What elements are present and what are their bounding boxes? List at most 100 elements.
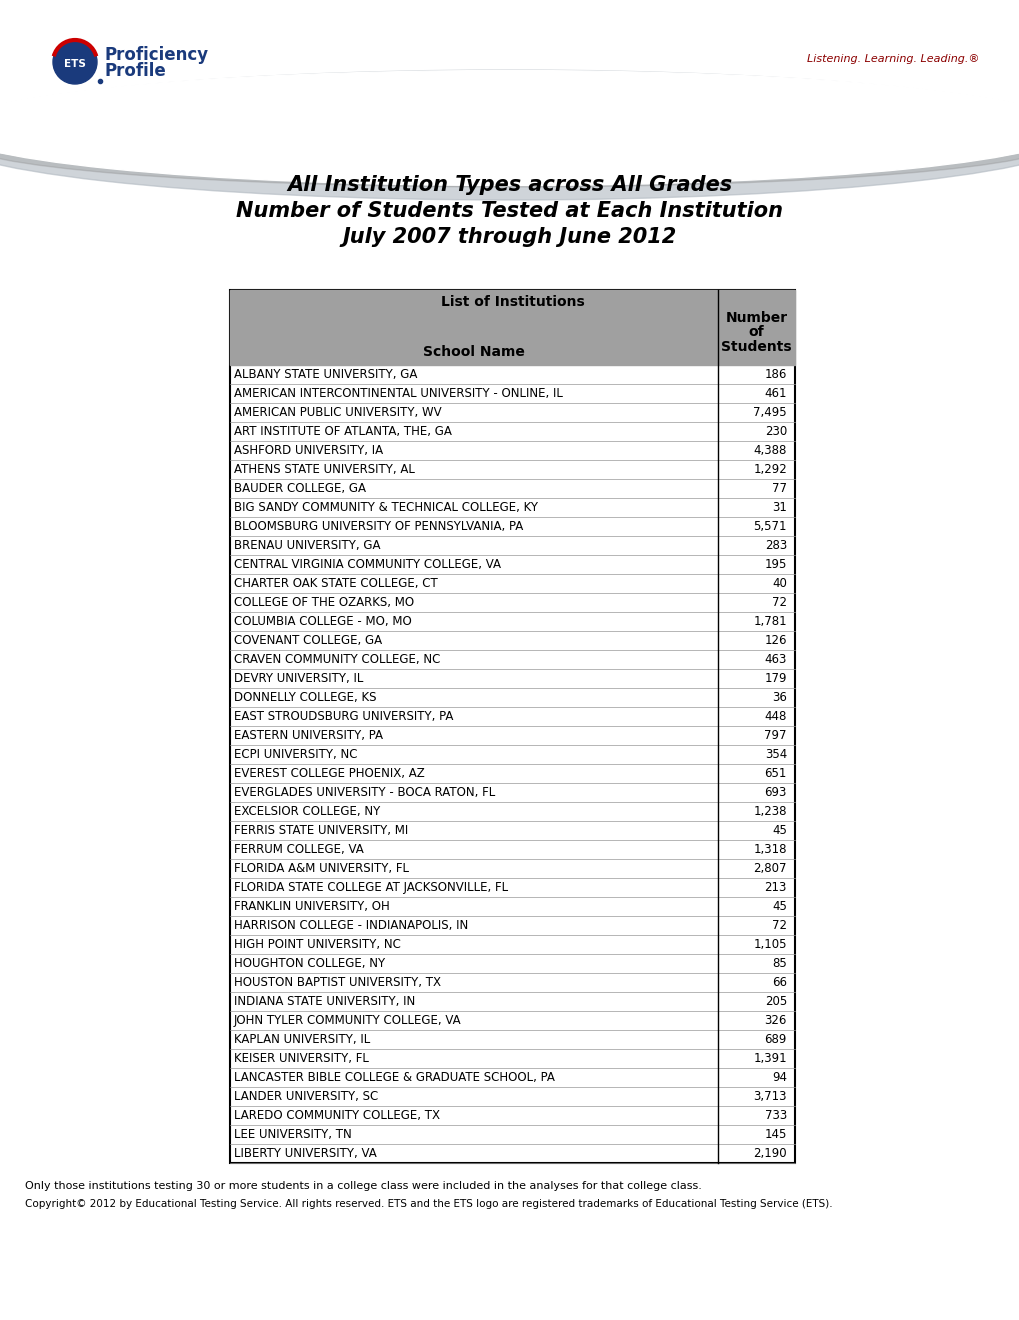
Bar	[229, 290, 794, 366]
Text: COVENANT COLLEGE, GA: COVENANT COLLEGE, GA	[233, 634, 382, 647]
Text: 72: 72	[771, 597, 787, 609]
Text: FLORIDA A&M UNIVERSITY, FL: FLORIDA A&M UNIVERSITY, FL	[233, 862, 409, 875]
Text: KEISER UNIVERSITY, FL: KEISER UNIVERSITY, FL	[233, 1052, 369, 1065]
Text: 797: 797	[764, 729, 787, 742]
Text: ART INSTITUTE OF ATLANTA, THE, GA: ART INSTITUTE OF ATLANTA, THE, GA	[233, 425, 451, 438]
Text: 7,495: 7,495	[753, 407, 787, 418]
Text: 1,391: 1,391	[753, 1052, 787, 1065]
Text: CRAVEN COMMUNITY COLLEGE, NC: CRAVEN COMMUNITY COLLEGE, NC	[233, 653, 440, 667]
Text: LAREDO COMMUNITY COLLEGE, TX: LAREDO COMMUNITY COLLEGE, TX	[233, 1109, 439, 1122]
Text: EASTERN UNIVERSITY, PA: EASTERN UNIVERSITY, PA	[233, 729, 382, 742]
Text: FERRIS STATE UNIVERSITY, MI: FERRIS STATE UNIVERSITY, MI	[233, 824, 408, 837]
Text: BAUDER COLLEGE, GA: BAUDER COLLEGE, GA	[233, 482, 366, 495]
Text: 205: 205	[764, 995, 787, 1008]
Text: EAST STROUDSBURG UNIVERSITY, PA: EAST STROUDSBURG UNIVERSITY, PA	[233, 710, 452, 723]
Text: EVERGLADES UNIVERSITY - BOCA RATON, FL: EVERGLADES UNIVERSITY - BOCA RATON, FL	[233, 785, 495, 799]
Text: 126: 126	[764, 634, 787, 647]
Text: FLORIDA STATE COLLEGE AT JACKSONVILLE, FL: FLORIDA STATE COLLEGE AT JACKSONVILLE, F…	[233, 880, 507, 894]
Text: 66: 66	[771, 975, 787, 989]
Text: 230: 230	[764, 425, 787, 438]
Bar	[0, 0, 1019, 110]
Circle shape	[53, 40, 97, 84]
Text: 94: 94	[771, 1071, 787, 1084]
Text: AMERICAN PUBLIC UNIVERSITY, WV: AMERICAN PUBLIC UNIVERSITY, WV	[233, 407, 441, 418]
Text: BIG SANDY COMMUNITY & TECHNICAL COLLEGE, KY: BIG SANDY COMMUNITY & TECHNICAL COLLEGE,…	[233, 502, 537, 513]
Text: 1,105: 1,105	[753, 939, 787, 950]
Text: HOUGHTON COLLEGE, NY: HOUGHTON COLLEGE, NY	[233, 957, 385, 970]
Text: BRENAU UNIVERSITY, GA: BRENAU UNIVERSITY, GA	[233, 539, 380, 552]
Text: BLOOMSBURG UNIVERSITY OF PENNSYLVANIA, PA: BLOOMSBURG UNIVERSITY OF PENNSYLVANIA, P…	[233, 520, 523, 533]
Text: 72: 72	[771, 919, 787, 932]
Text: Number: Number	[725, 312, 787, 325]
Text: 45: 45	[771, 824, 787, 837]
Text: 326: 326	[764, 1014, 787, 1027]
Text: INDIANA STATE UNIVERSITY, IN: INDIANA STATE UNIVERSITY, IN	[233, 995, 415, 1008]
Text: ECPI UNIVERSITY, NC: ECPI UNIVERSITY, NC	[233, 748, 357, 762]
Text: 36: 36	[771, 690, 787, 704]
Text: Only those institutions testing 30 or more students in a college class were incl: Only those institutions testing 30 or mo…	[25, 1181, 701, 1191]
Text: of: of	[748, 325, 763, 339]
Text: 1,781: 1,781	[753, 615, 787, 628]
Text: 145: 145	[764, 1129, 787, 1140]
Ellipse shape	[0, 70, 1019, 186]
Text: KAPLAN UNIVERSITY, IL: KAPLAN UNIVERSITY, IL	[233, 1034, 370, 1045]
Text: July 2007 through June 2012: July 2007 through June 2012	[342, 227, 677, 247]
Ellipse shape	[0, 96, 1019, 187]
Text: HIGH POINT UNIVERSITY, NC: HIGH POINT UNIVERSITY, NC	[233, 939, 400, 950]
Text: HOUSTON BAPTIST UNIVERSITY, TX: HOUSTON BAPTIST UNIVERSITY, TX	[233, 975, 440, 989]
Text: LANCASTER BIBLE COLLEGE & GRADUATE SCHOOL, PA: LANCASTER BIBLE COLLEGE & GRADUATE SCHOO…	[233, 1071, 554, 1084]
Text: 461: 461	[764, 387, 787, 400]
Text: ALBANY STATE UNIVERSITY, GA: ALBANY STATE UNIVERSITY, GA	[233, 368, 417, 381]
Text: List of Institutions: List of Institutions	[440, 294, 584, 309]
Text: HARRISON COLLEGE - INDIANAPOLIS, IN: HARRISON COLLEGE - INDIANAPOLIS, IN	[233, 919, 468, 932]
Text: Copyright© 2012 by Educational Testing Service. All rights reserved. ETS and the: Copyright© 2012 by Educational Testing S…	[25, 1199, 832, 1209]
Text: 31: 31	[771, 502, 787, 513]
Text: LANDER UNIVERSITY, SC: LANDER UNIVERSITY, SC	[233, 1090, 378, 1104]
Text: COLLEGE OF THE OZARKS, MO: COLLEGE OF THE OZARKS, MO	[233, 597, 414, 609]
Text: 1,318: 1,318	[753, 843, 787, 855]
Text: CENTRAL VIRGINIA COMMUNITY COLLEGE, VA: CENTRAL VIRGINIA COMMUNITY COLLEGE, VA	[233, 558, 500, 572]
Text: 463: 463	[764, 653, 787, 667]
Text: DONNELLY COLLEGE, KS: DONNELLY COLLEGE, KS	[233, 690, 376, 704]
Text: CHARTER OAK STATE COLLEGE, CT: CHARTER OAK STATE COLLEGE, CT	[233, 577, 437, 590]
Text: 693: 693	[764, 785, 787, 799]
Text: LIBERTY UNIVERSITY, VA: LIBERTY UNIVERSITY, VA	[233, 1147, 376, 1160]
Bar	[229, 290, 794, 1163]
Text: 5,571: 5,571	[753, 520, 787, 533]
Text: 85: 85	[771, 957, 787, 970]
Text: 77: 77	[771, 482, 787, 495]
Text: 354: 354	[764, 748, 787, 762]
Text: 1,238: 1,238	[753, 805, 787, 818]
Text: ETS: ETS	[64, 59, 86, 69]
Text: 3,713: 3,713	[753, 1090, 787, 1104]
Text: 2,190: 2,190	[753, 1147, 787, 1160]
Text: 4,388: 4,388	[753, 444, 787, 457]
Text: 733: 733	[764, 1109, 787, 1122]
Text: LEE UNIVERSITY, TN: LEE UNIVERSITY, TN	[233, 1129, 352, 1140]
Text: 45: 45	[771, 900, 787, 913]
Text: 186: 186	[764, 368, 787, 381]
Text: Students: Students	[720, 341, 791, 354]
Text: Number of Students Tested at Each Institution: Number of Students Tested at Each Instit…	[236, 201, 783, 220]
Text: EVEREST COLLEGE PHOENIX, AZ: EVEREST COLLEGE PHOENIX, AZ	[233, 767, 424, 780]
Text: 689: 689	[764, 1034, 787, 1045]
Text: 195: 195	[764, 558, 787, 572]
Text: 651: 651	[764, 767, 787, 780]
Text: AMERICAN INTERCONTINENTAL UNIVERSITY - ONLINE, IL: AMERICAN INTERCONTINENTAL UNIVERSITY - O…	[233, 387, 562, 400]
Text: 1,292: 1,292	[752, 463, 787, 477]
Text: All Institution Types across All Grades: All Institution Types across All Grades	[287, 176, 732, 195]
Text: EXCELSIOR COLLEGE, NY: EXCELSIOR COLLEGE, NY	[233, 805, 380, 818]
Text: 448: 448	[764, 710, 787, 723]
Text: School Name: School Name	[423, 345, 525, 359]
Text: 213: 213	[764, 880, 787, 894]
Text: FRANKLIN UNIVERSITY, OH: FRANKLIN UNIVERSITY, OH	[233, 900, 389, 913]
Text: 2,807: 2,807	[753, 862, 787, 875]
Text: 179: 179	[764, 672, 787, 685]
Text: Profile: Profile	[105, 62, 166, 81]
Text: ASHFORD UNIVERSITY, IA: ASHFORD UNIVERSITY, IA	[233, 444, 383, 457]
Text: DEVRY UNIVERSITY, IL: DEVRY UNIVERSITY, IL	[233, 672, 363, 685]
Ellipse shape	[0, 96, 1019, 180]
Text: ATHENS STATE UNIVERSITY, AL: ATHENS STATE UNIVERSITY, AL	[233, 463, 415, 477]
Ellipse shape	[0, 70, 1019, 201]
Text: 40: 40	[771, 577, 787, 590]
